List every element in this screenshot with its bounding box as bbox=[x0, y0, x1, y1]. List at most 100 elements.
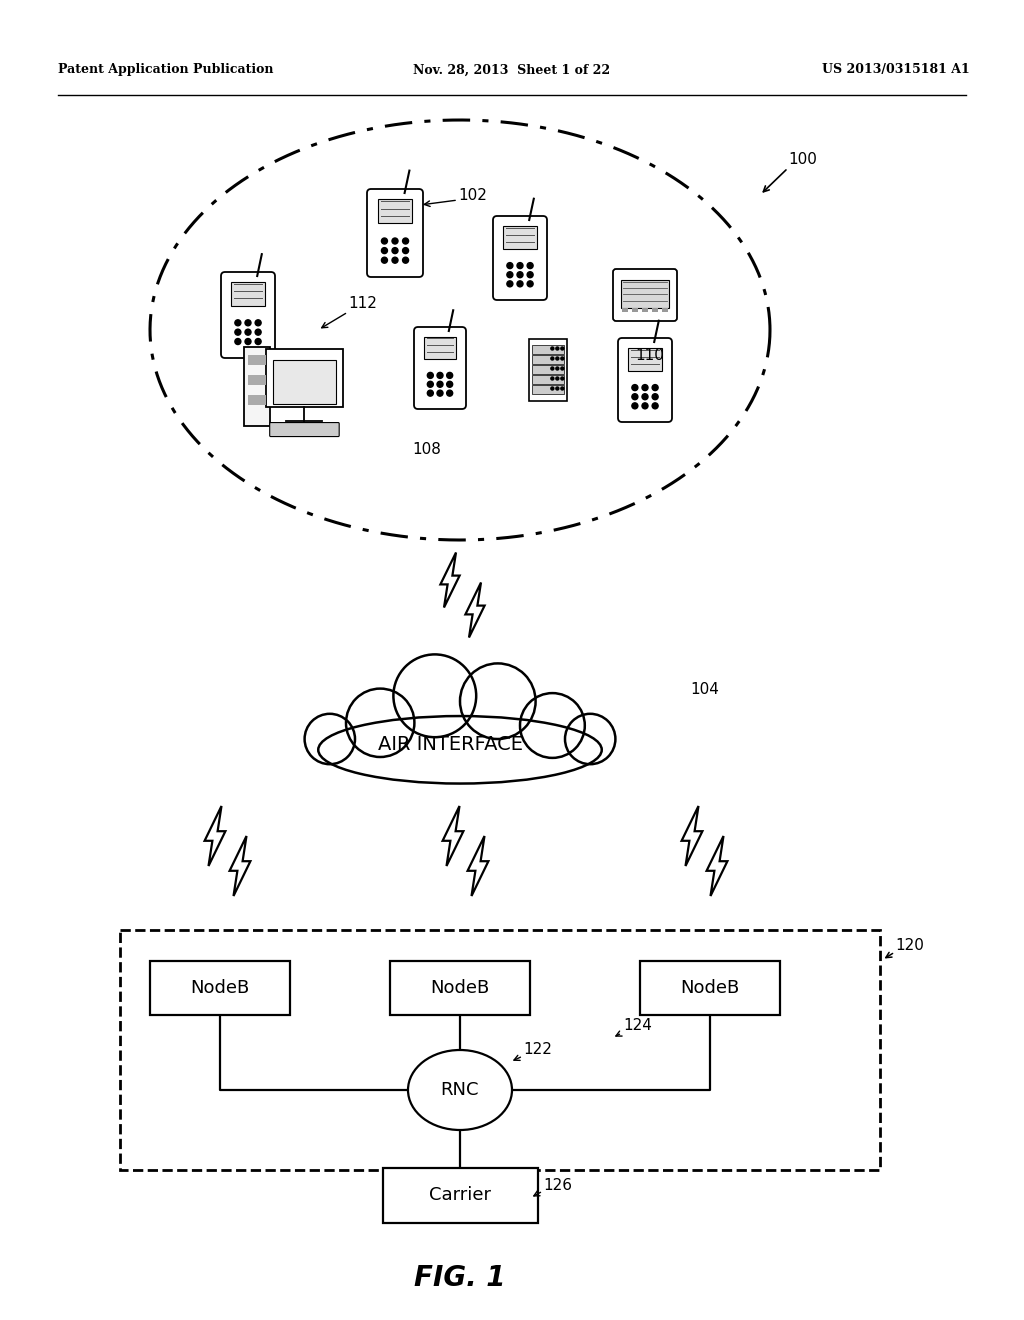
Circle shape bbox=[507, 272, 513, 277]
Circle shape bbox=[437, 372, 443, 379]
Text: 122: 122 bbox=[523, 1043, 552, 1057]
Bar bbox=[663, 308, 669, 312]
Polygon shape bbox=[707, 836, 727, 896]
Polygon shape bbox=[205, 807, 225, 866]
Circle shape bbox=[381, 238, 387, 244]
Polygon shape bbox=[440, 553, 460, 607]
Circle shape bbox=[245, 329, 251, 335]
Circle shape bbox=[402, 257, 409, 263]
Circle shape bbox=[245, 338, 251, 345]
Circle shape bbox=[393, 655, 476, 737]
Circle shape bbox=[304, 714, 355, 764]
Bar bbox=[248, 355, 266, 366]
Circle shape bbox=[437, 391, 443, 396]
Polygon shape bbox=[442, 807, 464, 866]
Text: Carrier: Carrier bbox=[429, 1185, 490, 1204]
Polygon shape bbox=[465, 582, 484, 638]
Circle shape bbox=[446, 391, 453, 396]
Circle shape bbox=[346, 689, 415, 756]
Text: 120: 120 bbox=[895, 937, 924, 953]
Text: 126: 126 bbox=[543, 1177, 572, 1192]
Circle shape bbox=[551, 387, 554, 389]
Bar bbox=[245, 347, 270, 426]
FancyBboxPatch shape bbox=[221, 272, 275, 358]
Bar bbox=[652, 308, 658, 312]
Circle shape bbox=[245, 319, 251, 326]
Text: FIG. 1: FIG. 1 bbox=[415, 1265, 506, 1292]
Circle shape bbox=[642, 384, 648, 391]
Bar bbox=[532, 385, 564, 393]
FancyBboxPatch shape bbox=[613, 269, 677, 321]
Circle shape bbox=[427, 381, 433, 387]
Polygon shape bbox=[229, 836, 251, 896]
Circle shape bbox=[642, 393, 648, 400]
Bar bbox=[383, 1167, 538, 1222]
Text: Patent Application Publication: Patent Application Publication bbox=[58, 63, 273, 77]
Text: AIR INTERFACE: AIR INTERFACE bbox=[378, 735, 522, 755]
Circle shape bbox=[255, 319, 261, 326]
Ellipse shape bbox=[408, 1049, 512, 1130]
Bar bbox=[532, 345, 564, 354]
Bar bbox=[532, 355, 564, 364]
Circle shape bbox=[402, 238, 409, 244]
FancyBboxPatch shape bbox=[493, 216, 547, 300]
Circle shape bbox=[517, 272, 523, 277]
Text: RNC: RNC bbox=[440, 1081, 479, 1100]
Text: 124: 124 bbox=[623, 1018, 652, 1032]
Circle shape bbox=[427, 391, 433, 396]
FancyBboxPatch shape bbox=[618, 338, 672, 422]
Circle shape bbox=[632, 403, 638, 409]
Circle shape bbox=[234, 329, 241, 335]
Circle shape bbox=[517, 281, 523, 286]
Text: US 2013/0315181 A1: US 2013/0315181 A1 bbox=[822, 63, 970, 77]
Circle shape bbox=[652, 403, 658, 409]
Polygon shape bbox=[468, 836, 488, 896]
Circle shape bbox=[507, 263, 513, 268]
Circle shape bbox=[234, 338, 241, 345]
Bar bbox=[120, 931, 880, 1170]
Text: 104: 104 bbox=[690, 682, 719, 697]
Bar bbox=[504, 226, 537, 249]
Circle shape bbox=[255, 329, 261, 335]
Circle shape bbox=[561, 378, 564, 380]
Circle shape bbox=[527, 272, 534, 277]
Circle shape bbox=[392, 238, 398, 244]
Bar bbox=[529, 339, 567, 401]
Bar bbox=[532, 366, 564, 374]
Circle shape bbox=[556, 367, 559, 370]
Circle shape bbox=[517, 263, 523, 268]
Bar bbox=[632, 308, 638, 312]
Bar bbox=[248, 375, 266, 385]
Circle shape bbox=[561, 347, 564, 350]
Text: 110: 110 bbox=[635, 347, 664, 363]
Text: 100: 100 bbox=[788, 153, 817, 168]
Bar bbox=[248, 395, 266, 405]
Ellipse shape bbox=[318, 715, 602, 784]
Circle shape bbox=[556, 356, 559, 360]
Circle shape bbox=[561, 356, 564, 360]
Circle shape bbox=[446, 381, 453, 387]
Bar bbox=[642, 308, 648, 312]
Circle shape bbox=[642, 403, 648, 409]
Circle shape bbox=[556, 347, 559, 350]
Circle shape bbox=[527, 281, 534, 286]
FancyBboxPatch shape bbox=[269, 422, 339, 437]
Text: NodeB: NodeB bbox=[680, 979, 739, 997]
Circle shape bbox=[234, 319, 241, 326]
Circle shape bbox=[437, 381, 443, 387]
Bar bbox=[532, 375, 564, 384]
Bar bbox=[390, 961, 530, 1015]
Circle shape bbox=[381, 257, 387, 263]
Circle shape bbox=[460, 664, 536, 739]
Bar bbox=[378, 199, 413, 223]
Circle shape bbox=[551, 347, 554, 350]
Circle shape bbox=[632, 384, 638, 391]
Circle shape bbox=[427, 372, 433, 379]
Circle shape bbox=[520, 693, 585, 758]
Bar bbox=[231, 282, 264, 306]
Circle shape bbox=[556, 387, 559, 389]
FancyBboxPatch shape bbox=[414, 327, 466, 409]
Circle shape bbox=[561, 367, 564, 370]
Circle shape bbox=[632, 393, 638, 400]
Circle shape bbox=[446, 372, 453, 379]
